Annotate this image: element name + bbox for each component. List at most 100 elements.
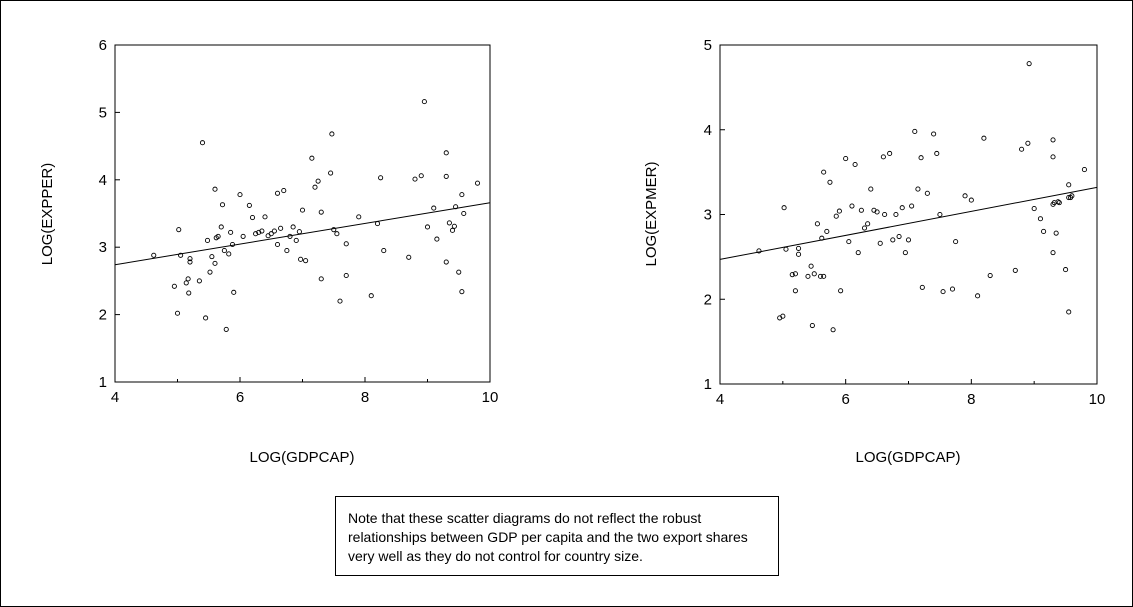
data-point (456, 269, 462, 275)
x-tick-label: 10 (1089, 391, 1106, 408)
data-point (865, 221, 871, 227)
data-point (271, 228, 277, 234)
data-point (237, 192, 243, 198)
data-point (256, 229, 262, 235)
data-point (1019, 146, 1025, 152)
data-point (905, 237, 912, 243)
data-point (212, 186, 218, 192)
data-point (838, 288, 844, 294)
data-point (312, 184, 318, 190)
data-point (1066, 309, 1072, 315)
data-point (183, 280, 189, 286)
data-point (334, 231, 340, 237)
y-axis-ticks: 1 2 3 4 5 6 (99, 37, 120, 391)
data-point (1031, 206, 1037, 212)
data-point (204, 237, 211, 244)
data-point (226, 251, 232, 257)
data-point (315, 178, 321, 184)
x-axis-ticks: 4 6 8 10 (716, 379, 1106, 408)
y-tick-label: 2 (704, 291, 712, 308)
data-point (418, 173, 424, 179)
data-point (303, 258, 309, 264)
y-tick-label: 4 (704, 122, 712, 139)
data-point (337, 298, 343, 304)
x-tick-label: 6 (236, 389, 244, 406)
data-point (1050, 250, 1056, 256)
data-point (795, 251, 802, 257)
data-point (328, 170, 334, 176)
plot-area (719, 44, 1098, 385)
data-point (329, 131, 335, 137)
data-point (443, 259, 449, 265)
data-point (296, 229, 302, 235)
data-point (940, 289, 946, 295)
data-point (855, 250, 861, 256)
data-point (406, 254, 412, 260)
data-point (218, 224, 224, 230)
data-point (176, 227, 182, 233)
data-point (937, 211, 943, 218)
data-point (1037, 216, 1043, 222)
data-point (1025, 140, 1031, 146)
data-point (449, 227, 456, 233)
data-point (934, 150, 940, 157)
data-point (318, 209, 324, 215)
data-points (151, 99, 481, 332)
data-point (453, 204, 459, 210)
y-axis-label: LOG(EXPMER) (643, 161, 660, 266)
data-point (212, 260, 218, 266)
data-point (381, 248, 387, 254)
data-point (795, 245, 802, 251)
trend-line (114, 202, 491, 266)
data-point (814, 221, 820, 227)
data-point (240, 233, 246, 239)
data-point (882, 211, 888, 218)
data-point (931, 131, 937, 137)
y-tick-label: 5 (704, 37, 712, 54)
data-point (912, 128, 918, 134)
data-point (287, 233, 293, 239)
data-point (890, 237, 896, 243)
x-axis-ticks: 4 6 8 10 (111, 377, 499, 406)
data-point (461, 210, 467, 217)
data-point (824, 228, 830, 234)
data-point (246, 202, 252, 208)
data-point (374, 221, 381, 227)
data-point (356, 214, 362, 220)
data-point (861, 225, 868, 231)
data-point (789, 272, 795, 278)
data-point (919, 284, 925, 290)
data-point (368, 293, 374, 299)
data-point (249, 214, 256, 221)
data-point (196, 278, 202, 284)
data-point (343, 241, 349, 247)
y-tick-label: 5 (99, 104, 107, 121)
x-tick-label: 8 (361, 389, 369, 406)
data-point (1066, 182, 1072, 188)
data-point (915, 186, 921, 192)
data-point (783, 246, 789, 252)
data-point (207, 269, 213, 275)
data-point (299, 207, 306, 213)
data-point (849, 203, 855, 209)
data-point (1081, 167, 1087, 173)
x-tick-label: 10 (482, 389, 499, 406)
data-point (858, 207, 864, 213)
data-point (459, 289, 465, 295)
data-point (221, 248, 227, 254)
data-point (203, 315, 209, 321)
data-point (219, 202, 226, 208)
data-point (924, 190, 930, 196)
data-point (231, 289, 237, 295)
data-point (309, 155, 315, 161)
x-tick-label: 4 (716, 391, 724, 408)
y-tick-label: 1 (99, 374, 107, 391)
data-point (284, 248, 290, 254)
y-tick-label: 1 (704, 376, 712, 393)
data-point (821, 273, 827, 279)
data-point (836, 208, 842, 214)
data-point (843, 156, 849, 162)
data-point (874, 209, 880, 215)
data-point (274, 241, 281, 248)
